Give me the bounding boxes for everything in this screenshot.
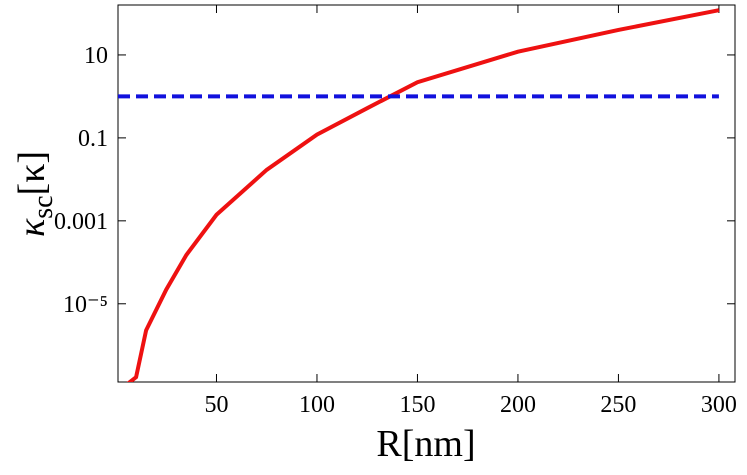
plot-frame (117, 4, 736, 383)
x-tick-label: 250 (600, 392, 636, 418)
y-tick-label: 0.001 (54, 209, 108, 235)
y-label-symbol: κ (11, 218, 53, 237)
x-axis-label: R[nm] (376, 423, 475, 465)
y-axis-label-text: κsc[κ] (11, 151, 59, 237)
y-tick-label: 10⁻⁵ (63, 292, 108, 318)
y-tick-label: 0.1 (78, 126, 108, 152)
x-tick-label: 150 (399, 392, 435, 418)
y-tick-label: 10 (84, 43, 108, 69)
y-label-suffix: [κ] (11, 151, 53, 195)
x-tick-label: 300 (701, 392, 737, 418)
x-tick-label: 50 (204, 392, 228, 418)
x-tick-label: 100 (299, 392, 335, 418)
series-line (126, 8, 720, 382)
y-label-subscript: sc (28, 195, 59, 218)
y-axis-label: κsc[κ] (11, 151, 59, 237)
x-tick-label: 200 (500, 392, 536, 418)
